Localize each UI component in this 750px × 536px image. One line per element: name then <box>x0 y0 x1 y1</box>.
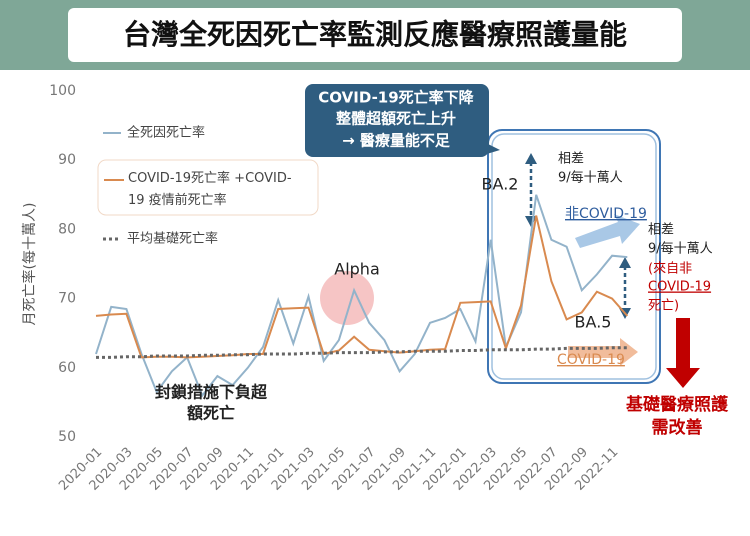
annotation: 9/每十萬人 <box>558 170 623 186</box>
annotation: (來自非 <box>648 262 692 277</box>
callout-pointer <box>480 140 500 156</box>
annotation: 封鎖措施下負超 <box>155 383 268 402</box>
series-line <box>95 215 629 359</box>
y-tick-label: 100 <box>49 83 76 99</box>
covid-arrow <box>568 338 638 366</box>
annotation: 額死亡 <box>186 404 235 423</box>
annotation: BA.2 <box>482 175 519 194</box>
annotation: COVID-19 <box>557 352 625 368</box>
y-tick-label: 80 <box>58 221 76 237</box>
series-line <box>95 194 628 398</box>
legend-box <box>97 159 319 216</box>
legend-entry: COVID-19死亡率 +COVID-19 疫情前死亡率 <box>100 168 298 212</box>
annotation: BA.5 <box>575 313 612 332</box>
y-tick-label: 50 <box>58 429 76 445</box>
period-box <box>487 129 661 384</box>
annotation: 死亡) <box>648 299 679 314</box>
annotation: Alpha <box>334 260 380 279</box>
title-box <box>68 8 682 62</box>
y-tick-label: 90 <box>58 152 76 168</box>
alpha-highlight <box>320 271 374 325</box>
annotation: → 醫療量能不足 <box>342 132 451 150</box>
y-axis-label: 月死亡率(每十萬人) <box>21 203 38 326</box>
y-tick-label: 70 <box>58 291 76 307</box>
annotation: 需改善 <box>652 417 703 438</box>
series-line <box>96 346 628 359</box>
annotation: 9/每十萬人 <box>648 241 713 257</box>
annotation: 相差 <box>558 152 584 167</box>
period-box-inner <box>491 133 657 380</box>
red-arrow <box>666 318 700 388</box>
annotation: 基礎醫療照護 <box>625 394 729 415</box>
chart-title: 台灣全死因死亡率監測反應醫療照護量能 <box>123 18 627 51</box>
annotation: COVID-19死亡率下降 <box>318 89 474 107</box>
annotation: COVID-19 <box>648 280 711 295</box>
callout-box <box>305 84 489 157</box>
annotation: 相差 <box>648 223 674 238</box>
annotation: 整體超額死亡上升 <box>336 110 456 128</box>
annotation: 非COVID-19 <box>565 206 647 222</box>
legend-entry: 平均基礎死亡率 <box>127 231 218 247</box>
legend-entry: 全死因死亡率 <box>127 125 205 141</box>
non-covid-arrow <box>575 214 640 248</box>
y-tick-label: 60 <box>58 360 76 376</box>
